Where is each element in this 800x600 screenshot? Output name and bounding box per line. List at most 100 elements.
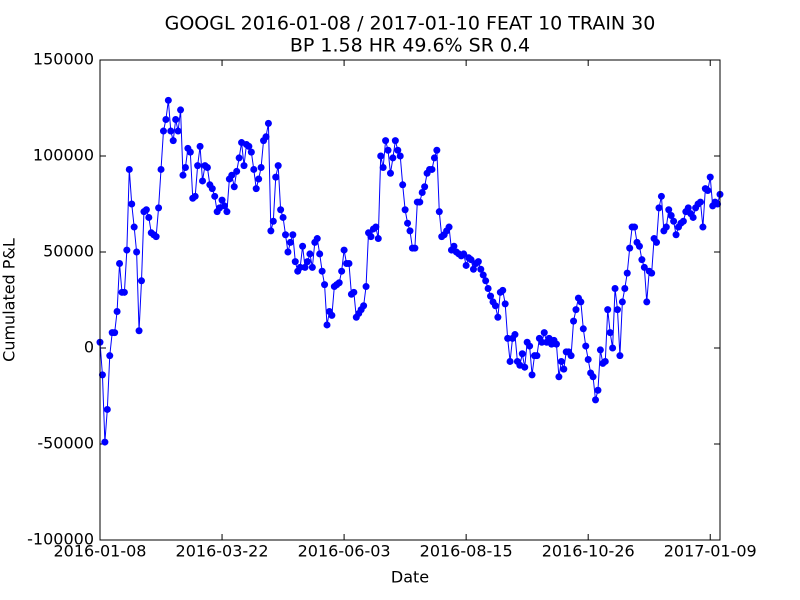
data-point bbox=[323, 321, 331, 329]
data-point bbox=[479, 271, 487, 279]
data-point bbox=[418, 188, 426, 196]
data-point bbox=[609, 344, 617, 352]
data-point bbox=[606, 329, 614, 337]
data-point bbox=[626, 244, 634, 252]
data-point bbox=[128, 200, 136, 208]
data-point bbox=[706, 173, 714, 181]
data-point bbox=[196, 142, 204, 150]
data-point bbox=[384, 146, 392, 154]
data-point bbox=[282, 231, 290, 239]
data-point bbox=[233, 167, 241, 175]
data-point bbox=[301, 263, 309, 271]
data-point bbox=[159, 127, 167, 135]
data-point bbox=[277, 206, 285, 214]
data-point bbox=[391, 137, 399, 145]
data-point bbox=[306, 250, 314, 258]
data-point bbox=[594, 386, 602, 394]
data-point bbox=[462, 261, 470, 269]
data-point bbox=[240, 162, 248, 170]
data-point bbox=[579, 325, 587, 333]
data-point bbox=[487, 292, 495, 300]
data-point bbox=[445, 223, 453, 231]
data-point bbox=[528, 371, 536, 379]
data-point bbox=[299, 242, 307, 250]
data-point bbox=[135, 327, 143, 335]
data-point bbox=[296, 263, 304, 271]
data-point bbox=[155, 204, 163, 212]
data-point bbox=[372, 223, 380, 231]
data-point bbox=[220, 202, 228, 210]
data-point bbox=[230, 183, 238, 191]
data-point bbox=[589, 373, 597, 381]
data-point bbox=[286, 238, 294, 246]
data-point bbox=[638, 256, 646, 264]
data-point bbox=[704, 187, 712, 195]
x-tick-label: 2016-08-15 bbox=[420, 542, 513, 561]
data-point bbox=[521, 363, 529, 371]
data-point bbox=[621, 284, 629, 292]
x-tick-label: 2016-01-08 bbox=[54, 542, 147, 561]
data-point bbox=[125, 165, 133, 173]
data-point bbox=[257, 164, 265, 172]
data-point bbox=[482, 277, 490, 285]
data-point bbox=[611, 284, 619, 292]
data-point bbox=[235, 154, 243, 162]
data-point bbox=[250, 165, 258, 173]
x-tick-label: 2016-10-26 bbox=[542, 542, 635, 561]
data-point bbox=[291, 258, 299, 266]
data-point bbox=[657, 192, 665, 200]
data-point bbox=[689, 213, 697, 221]
y-tick-label: 150000 bbox=[33, 50, 94, 69]
data-point bbox=[469, 265, 477, 273]
data-point bbox=[389, 154, 397, 162]
data-point bbox=[577, 298, 585, 306]
data-point bbox=[262, 133, 270, 141]
data-point bbox=[313, 235, 321, 243]
data-point bbox=[106, 352, 114, 360]
y-tick-label: -50000 bbox=[37, 434, 94, 453]
data-point bbox=[484, 284, 492, 292]
data-point bbox=[491, 302, 499, 310]
data-point bbox=[433, 146, 441, 154]
data-point bbox=[538, 338, 546, 346]
data-point bbox=[267, 227, 275, 235]
data-point bbox=[616, 352, 624, 360]
data-point bbox=[303, 258, 311, 266]
data-point bbox=[172, 116, 180, 124]
data-point bbox=[101, 438, 109, 446]
data-point bbox=[501, 300, 509, 308]
data-point bbox=[416, 198, 424, 206]
data-point bbox=[269, 217, 277, 225]
data-point bbox=[596, 346, 604, 354]
data-point bbox=[401, 206, 409, 214]
data-point bbox=[223, 208, 231, 216]
data-point bbox=[540, 329, 548, 337]
data-point bbox=[411, 244, 419, 252]
data-point bbox=[655, 204, 663, 212]
data-point bbox=[467, 256, 475, 264]
data-point bbox=[640, 263, 648, 271]
plot-frame bbox=[99, 59, 721, 541]
data-point bbox=[670, 217, 678, 225]
data-point bbox=[494, 313, 502, 321]
data-point bbox=[340, 246, 348, 254]
data-point bbox=[177, 106, 185, 114]
data-point bbox=[404, 219, 412, 227]
data-point bbox=[552, 340, 560, 348]
data-point bbox=[499, 286, 507, 294]
data-point bbox=[430, 154, 438, 162]
data-point bbox=[399, 181, 407, 189]
data-point bbox=[631, 223, 639, 231]
data-point bbox=[557, 357, 565, 365]
data-point bbox=[274, 162, 282, 170]
data-point bbox=[162, 116, 170, 124]
data-point bbox=[394, 146, 402, 154]
data-point bbox=[203, 164, 211, 172]
x-axis-label: Date bbox=[391, 568, 429, 587]
data-point bbox=[120, 288, 128, 296]
data-point bbox=[533, 352, 541, 360]
data-point bbox=[406, 227, 414, 235]
data-point bbox=[350, 288, 358, 296]
data-point bbox=[218, 196, 226, 204]
